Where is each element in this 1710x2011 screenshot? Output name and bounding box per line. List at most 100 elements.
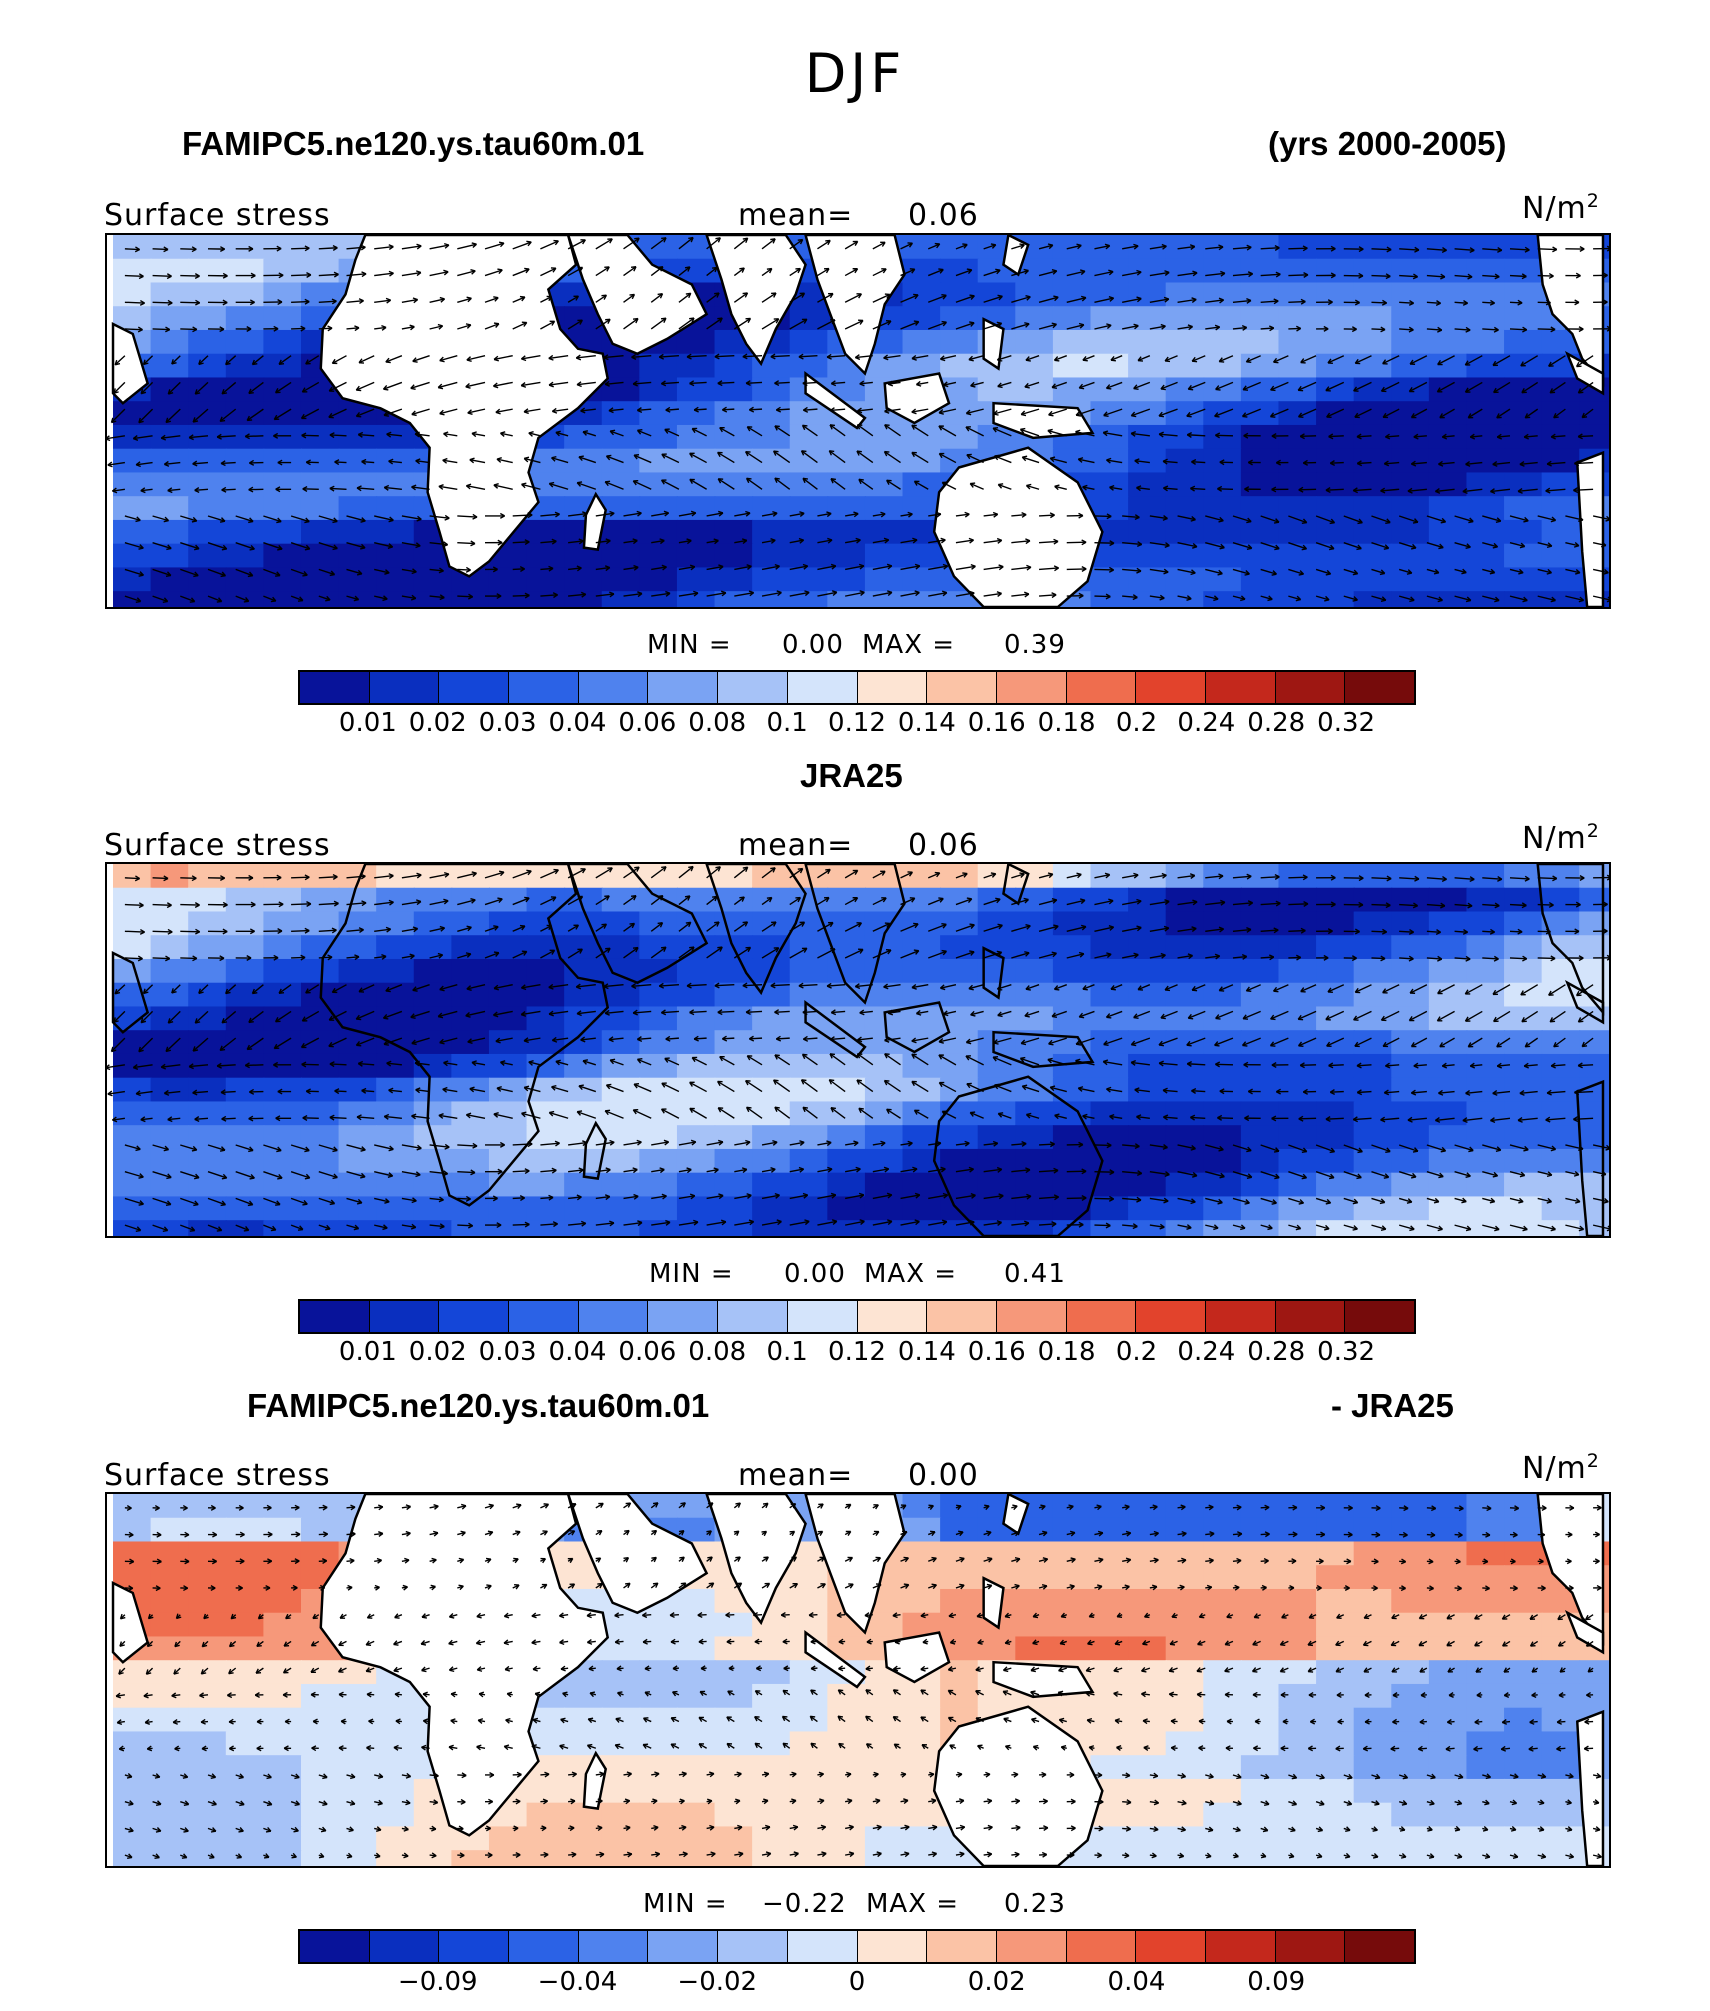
colorbar-swatch	[1205, 672, 1276, 703]
panel1-max-value: 0.39	[1004, 630, 1066, 660]
landmass-borneo	[883, 1631, 951, 1684]
landmass-sumatra	[804, 1000, 867, 1059]
colorbar-tick-label: 0.01	[338, 1337, 397, 1367]
figure-title: DJF	[804, 42, 906, 105]
landmass-seasia	[804, 235, 906, 376]
landmass-philippines	[982, 317, 1005, 371]
colorbar-swatch	[1136, 672, 1206, 703]
colorbar-swatch	[787, 1931, 858, 1962]
colorbar-tick-label: 0.14	[897, 708, 956, 738]
colorbar-tick-label: 0.1	[766, 708, 808, 738]
coastlines	[111, 864, 1605, 1236]
landmass-seasia	[804, 864, 906, 1005]
colorbar-tick-label: 0.06	[618, 1337, 677, 1367]
colorbar-swatch	[1066, 672, 1137, 703]
landmass-madagascar	[582, 491, 608, 552]
colorbar-tick-label: 0.1	[766, 1337, 808, 1367]
panel1-map	[105, 233, 1611, 609]
panel1-max-label: MAX =	[862, 630, 956, 660]
landmass-australia	[932, 1705, 1104, 1866]
landmass-philippines	[982, 946, 1005, 1000]
panel1-mean-value: 0.06	[908, 198, 979, 233]
panel2-min-value: 0.00	[784, 1259, 846, 1289]
colorbar-swatch	[927, 1931, 997, 1962]
colorbar-tick-label: 0.04	[1107, 1967, 1166, 1997]
panel1-colorbar-ticks: 0.01 0.02 0.03 0.04 0.06 0.08 0.1 0.12 0.14 0.16 0…	[0, 708, 1710, 742]
colorbar-tick-label: 0.18	[1037, 1337, 1096, 1367]
landmass-westafr	[111, 951, 150, 1034]
panel3-min-label: MIN =	[643, 1889, 728, 1919]
colorbar-tick-label: 0.18	[1037, 708, 1096, 738]
landmass-sumatra	[804, 371, 867, 430]
stress-vectors	[107, 865, 1609, 1232]
landmass-sumatra	[804, 1630, 867, 1689]
colorbar-swatch	[1275, 1301, 1346, 1332]
colorbar-swatch	[787, 1301, 858, 1332]
colorbar-tick-label: 0.02	[408, 708, 467, 738]
landmass-india	[705, 864, 807, 996]
colorbar-swatch	[369, 672, 440, 703]
colorbar-swatch	[1345, 1301, 1414, 1332]
panel3-case-name: FAMIPC5.ne120.ys.tau60m.01	[247, 1387, 710, 1424]
colorbar-swatch	[1205, 1931, 1276, 1962]
landmass-americas	[1536, 1494, 1605, 1646]
panel2-max-value: 0.41	[1004, 1259, 1066, 1289]
colorbar-tick-label: 0.08	[688, 708, 747, 738]
colorbar-swatch	[578, 672, 649, 703]
colorbar-swatch	[1066, 1301, 1137, 1332]
panel2-min-label: MIN =	[649, 1259, 734, 1289]
landmass-arabia	[566, 864, 709, 985]
panel1-mean-label: mean=	[738, 198, 854, 233]
colorbar-tick-label: 0.12	[828, 708, 886, 738]
landmass-seasia	[804, 1494, 906, 1635]
colorbar-swatch	[787, 672, 858, 703]
colorbar-swatch	[648, 672, 719, 703]
panel2-mean-value: 0.06	[908, 828, 979, 863]
panel3-map	[105, 1492, 1611, 1868]
panel3-mean-value: 0.00	[908, 1458, 979, 1493]
colorbar-swatch	[648, 1931, 719, 1962]
colorbar-tick-label: 0.04	[548, 1337, 607, 1367]
panel3-colorbar-ticks: −0.09 −0.04 −0.02 0 0.02 0.04 0.09	[0, 1967, 1710, 2001]
colorbar-swatch	[509, 672, 579, 703]
coastlines	[111, 235, 1605, 607]
colorbar-tick-label: 0.2	[1115, 1337, 1158, 1367]
colorbar-swatch	[857, 1301, 928, 1332]
colorbar-swatch	[718, 1301, 788, 1332]
colorbar-swatch	[369, 1931, 440, 1962]
colorbar-tick-label: 0.02	[967, 1967, 1026, 1997]
colorbar-tick-label: 0.06	[618, 708, 677, 738]
panel1-min-value: 0.00	[782, 630, 844, 660]
landmass-india	[705, 1494, 807, 1626]
colorbar-tick-label: 0.32	[1317, 1337, 1376, 1367]
panel2-case-name: JRA25	[800, 757, 903, 794]
panel2-max-label: MAX =	[864, 1259, 958, 1289]
panel1-variable-label: Surface stress	[104, 198, 331, 233]
colorbar-tick-label: 0.16	[967, 1337, 1026, 1367]
panel1-min-label: MIN =	[647, 630, 732, 660]
colorbar-swatch	[439, 672, 510, 703]
colorbar-swatch	[927, 672, 997, 703]
coastlines	[111, 1494, 1605, 1866]
colorbar-swatch	[1345, 1931, 1414, 1962]
colorbar-tick-label: 0.28	[1247, 708, 1306, 738]
panel2-units: N/m2	[1522, 820, 1600, 856]
colorbar-swatch	[1066, 1931, 1137, 1962]
panel3-variable-label: Surface stress	[104, 1458, 331, 1493]
colorbar-swatch	[996, 1301, 1067, 1332]
colorbar-tick-label: 0.24	[1177, 708, 1236, 738]
colorbar-tick-label: 0.32	[1317, 708, 1376, 738]
landmass-australia	[932, 1075, 1104, 1236]
landmass-samerica	[1575, 1079, 1605, 1236]
panel3-units: N/m2	[1522, 1450, 1600, 1486]
colorbar-swatch	[578, 1301, 649, 1332]
landmass-africa	[319, 235, 610, 578]
colorbar-swatch	[300, 1931, 370, 1962]
landmass-madagascar	[582, 1750, 608, 1811]
colorbar-tick-label: 0.03	[478, 708, 537, 738]
colorbar-tick-label: −0.04	[537, 1967, 618, 1997]
panel3-mean-label: mean=	[738, 1458, 854, 1493]
panel1-years: (yrs 2000-2005)	[1268, 125, 1507, 162]
colorbar-tick-label: 0.03	[478, 1337, 537, 1367]
panel1-units: N/m2	[1522, 190, 1600, 226]
